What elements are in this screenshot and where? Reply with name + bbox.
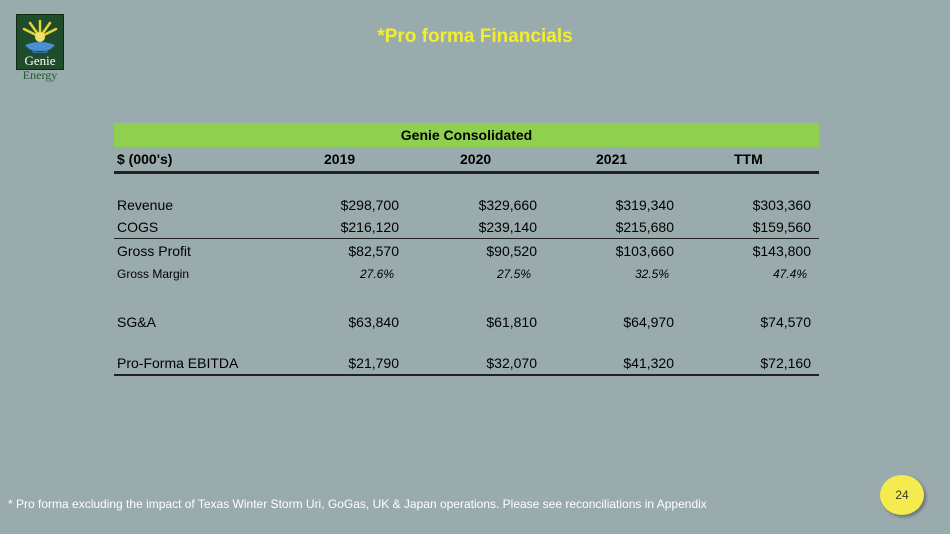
cell-value: $215,680 <box>615 219 674 235</box>
cell-value: $63,840 <box>348 314 399 330</box>
logo-text-genie: Genie <box>24 53 56 68</box>
table-row-ebitda: Pro-Forma EBITDA $21,790 $32,070 $41,320… <box>114 352 819 376</box>
logo-text-energy: Energy <box>22 68 58 82</box>
table-header-row: $ (000's) 2019 2020 2021 TTM <box>114 147 819 174</box>
cell-value: $239,140 <box>478 219 537 235</box>
cell-value: $303,360 <box>752 197 811 213</box>
row-label: Revenue <box>117 197 174 213</box>
page-title: *Pro forma Financials <box>377 26 573 47</box>
header-col-2020: 2020 <box>460 151 492 167</box>
header-col-ttm: TTM <box>734 151 763 167</box>
genie-lamp-icon: Genie <box>16 14 64 70</box>
page-number-badge: 24 <box>880 475 924 515</box>
cell-value: $216,120 <box>340 219 399 235</box>
table-row-cogs: COGS $216,120 $239,140 $215,680 $159,560 <box>114 216 819 239</box>
cell-value: $143,800 <box>752 243 811 259</box>
cell-value: $32,070 <box>486 355 537 371</box>
cell-value: 27.6% <box>359 267 394 281</box>
cell-value: $72,160 <box>760 355 811 371</box>
row-label: Gross Margin <box>117 267 190 281</box>
table-row-revenue: Revenue $298,700 $329,660 $319,340 $303,… <box>114 194 819 216</box>
cell-value: $103,660 <box>615 243 674 259</box>
cell-value: 27.5% <box>496 267 531 281</box>
row-label: Pro-Forma EBITDA <box>117 355 239 371</box>
table-row-gross-profit: Gross Profit $82,570 $90,520 $103,660 $1… <box>114 239 819 263</box>
cell-value: $298,700 <box>340 197 399 213</box>
cell-value: $61,810 <box>486 314 537 330</box>
header-units-label: $ (000's) <box>117 151 173 167</box>
cell-value: 47.4% <box>772 267 807 281</box>
cell-value: $64,970 <box>623 314 674 330</box>
cell-value: $159,560 <box>752 219 811 235</box>
footnote: * Pro forma excluding the impact of Texa… <box>8 497 707 511</box>
table-band-title: Genie Consolidated <box>114 123 819 147</box>
header-col-2019: 2019 <box>324 151 356 167</box>
cell-value: $319,340 <box>615 197 674 213</box>
cell-value: $21,790 <box>348 355 399 371</box>
row-label: COGS <box>117 219 159 235</box>
header-col-2021: 2021 <box>596 151 628 167</box>
cell-value: $74,570 <box>760 314 811 330</box>
cell-value: 32.5% <box>634 267 669 281</box>
table-row-sga: SG&A $63,840 $61,810 $64,970 $74,570 <box>114 311 819 333</box>
financials-table: Genie Consolidated $ (000's) 2019 2020 2… <box>114 123 819 376</box>
cell-value: $41,320 <box>623 355 674 371</box>
cell-value: $329,660 <box>478 197 537 213</box>
table-row-gross-margin: Gross Margin 27.6% 27.5% 32.5% 47.4% <box>114 263 819 285</box>
row-label: Gross Profit <box>117 243 191 259</box>
genie-energy-logo: Genie Energy <box>16 14 64 82</box>
row-label: SG&A <box>117 314 156 330</box>
cell-value: $90,520 <box>486 243 537 259</box>
cell-value: $82,570 <box>348 243 399 259</box>
